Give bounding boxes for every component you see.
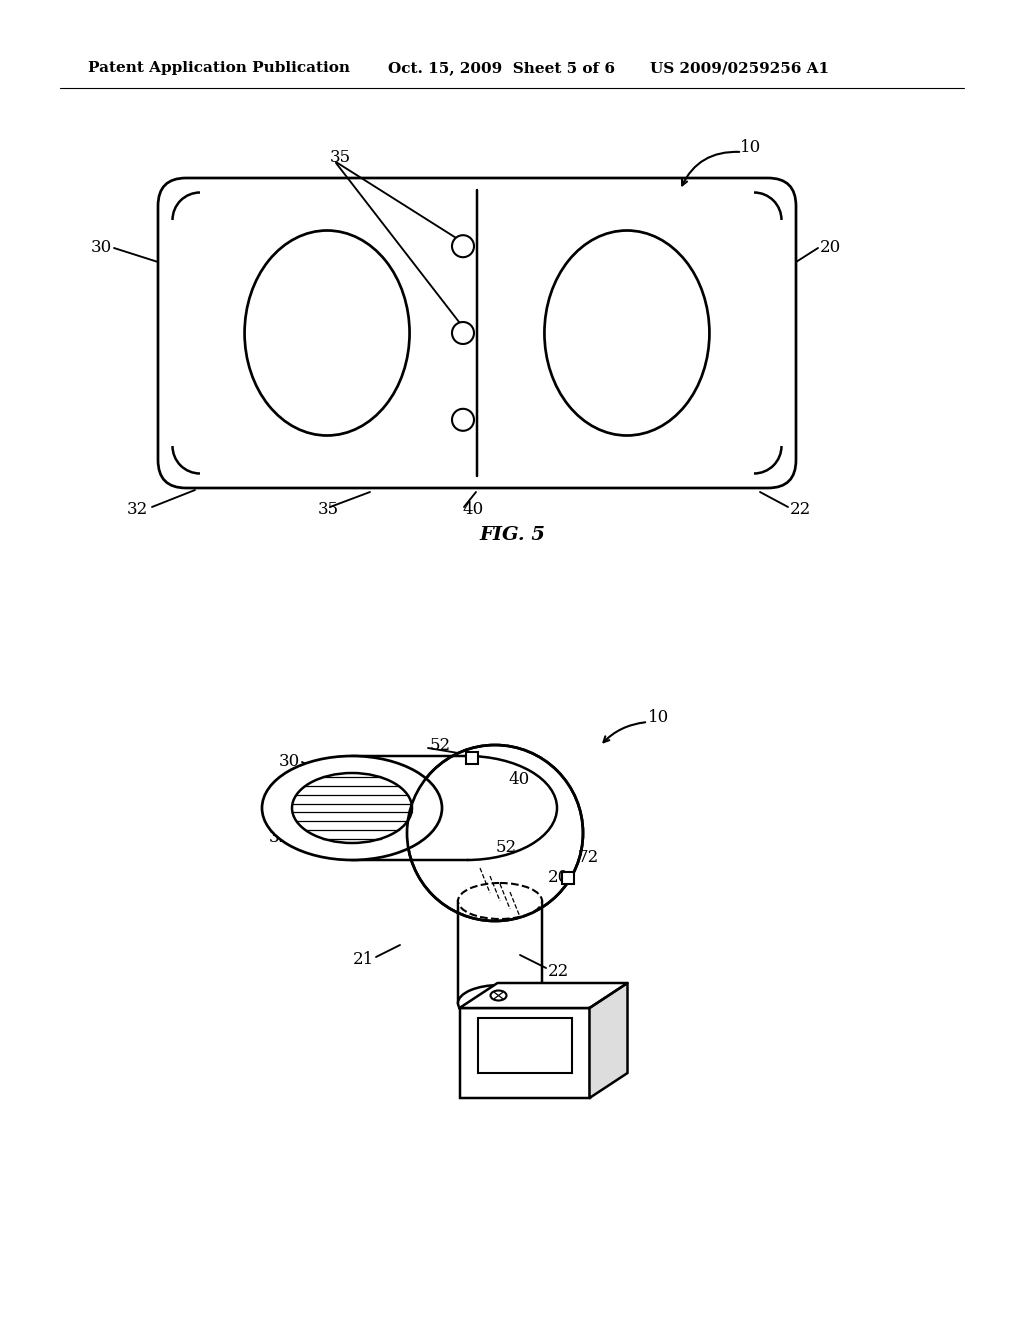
Text: 30: 30 (279, 754, 300, 771)
Ellipse shape (458, 985, 542, 1020)
Text: 40: 40 (508, 771, 529, 788)
FancyBboxPatch shape (158, 178, 796, 488)
Polygon shape (460, 983, 628, 1008)
Text: 32: 32 (268, 829, 290, 846)
Text: Patent Application Publication: Patent Application Publication (88, 61, 350, 75)
Ellipse shape (490, 990, 507, 1001)
Text: Oct. 15, 2009  Sheet 5 of 6: Oct. 15, 2009 Sheet 5 of 6 (388, 61, 615, 75)
Text: 32: 32 (127, 502, 148, 519)
Text: US 2009/0259256 A1: US 2009/0259256 A1 (650, 61, 829, 75)
Bar (477, 1018, 571, 1073)
Ellipse shape (245, 231, 410, 436)
Text: 30: 30 (91, 239, 112, 256)
Ellipse shape (407, 744, 583, 921)
Text: 10: 10 (740, 140, 761, 157)
Text: 22: 22 (790, 502, 811, 519)
Ellipse shape (262, 756, 442, 861)
Text: 20: 20 (820, 239, 842, 256)
Ellipse shape (452, 409, 474, 430)
Ellipse shape (292, 774, 412, 843)
Polygon shape (590, 983, 628, 1098)
Ellipse shape (545, 231, 710, 436)
Text: 52: 52 (430, 737, 452, 754)
Text: 40: 40 (462, 502, 483, 519)
Bar (460, 1008, 590, 1098)
Text: 52: 52 (496, 840, 517, 857)
Text: FIG. 5: FIG. 5 (479, 525, 545, 544)
Text: 22: 22 (548, 964, 569, 981)
Ellipse shape (458, 883, 542, 919)
Text: 35: 35 (318, 502, 339, 519)
Ellipse shape (452, 235, 474, 257)
Text: 21: 21 (352, 952, 374, 969)
Text: 35: 35 (330, 149, 351, 166)
Bar (562, 873, 574, 884)
Text: 20: 20 (548, 870, 569, 887)
Text: 72: 72 (578, 850, 599, 866)
Text: 10: 10 (648, 710, 670, 726)
Ellipse shape (452, 322, 474, 345)
Bar (466, 752, 478, 764)
Ellipse shape (409, 747, 581, 919)
Text: FIG. 6: FIG. 6 (479, 1001, 545, 1019)
